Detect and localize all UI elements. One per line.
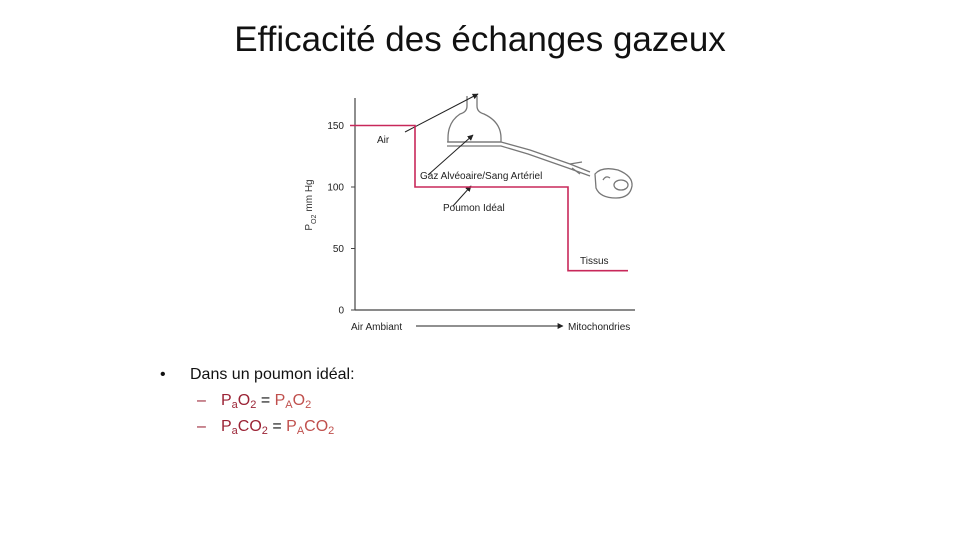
bullet-dash: – <box>197 418 206 435</box>
cell-illustration <box>594 168 633 199</box>
ideal-lung-arrow <box>452 185 472 207</box>
y-tick-label: 150 <box>327 121 344 132</box>
arterial-pco2: PaCO2 <box>221 418 268 437</box>
x-start-label: Air Ambiant <box>351 322 402 333</box>
equals-sign: = <box>256 392 275 409</box>
bullet-list: • Dans un poumon idéal: – PaO2 = PAO2 – … <box>160 366 355 444</box>
bullet-dash: – <box>197 392 206 409</box>
y-ticks: 150 100 50 0 <box>327 121 355 317</box>
po2-cascade-diagram: 150 100 50 0 PO2mm Hg Air Gaz Alvéoaire/San… <box>304 93 635 333</box>
air-arrow <box>404 93 479 133</box>
alveolar-arrow <box>427 134 474 176</box>
arterial-po2: PaO2 <box>221 392 257 411</box>
bullet-dot: • <box>160 366 166 383</box>
slide-title: Efficacité des échanges gazeux <box>234 20 726 59</box>
x-end-label: Mitochondries <box>568 322 630 333</box>
y-tick-label: 0 <box>338 306 344 317</box>
bullet-item-pco2: – PaCO2 = PACO2 <box>160 418 355 444</box>
bullet-main-text: Dans un poumon idéal: <box>190 366 355 383</box>
y-tick-label: 100 <box>327 183 344 194</box>
bullet-main: • Dans un poumon idéal: <box>160 366 355 392</box>
alveolar-po2: PAO2 <box>274 392 312 411</box>
equals-sign: = <box>267 418 287 435</box>
alveolus-illustration <box>447 96 591 177</box>
ideal-lung-label: Poumon Idéal <box>443 203 505 214</box>
bullet-item-po2: – PaO2 = PAO2 <box>160 392 355 418</box>
y-tick-label: 50 <box>333 244 345 255</box>
tissue-label: Tissus <box>580 256 609 267</box>
alveolar-pco2: PACO2 <box>286 418 335 437</box>
air-label: Air <box>377 135 390 146</box>
y-axis-label: PO2mm Hg <box>304 179 318 230</box>
alveolar-label: Gaz Alvéoaire/Sang Artériel <box>420 171 542 182</box>
po2-step-line <box>350 124 628 272</box>
